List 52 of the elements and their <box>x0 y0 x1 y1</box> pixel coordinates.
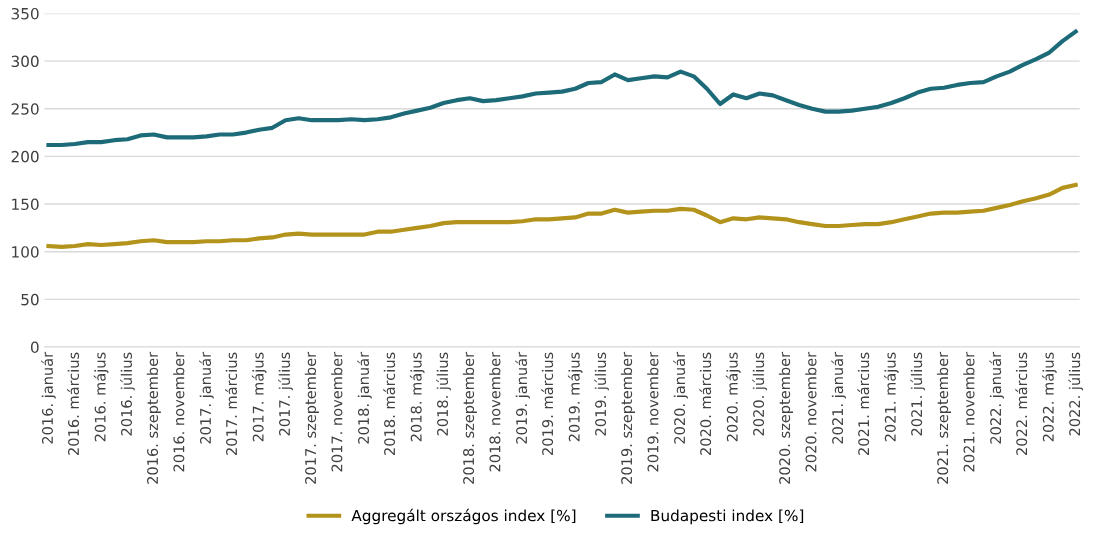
x-tick-label: 2020. szeptember <box>778 351 793 484</box>
x-tick-label: 2021. november <box>963 351 975 472</box>
y-tick-label: 200 <box>11 150 39 163</box>
legend-label: Aggregált országos index [%] <box>351 508 576 525</box>
y-tick-label: 250 <box>11 103 39 115</box>
line-series <box>46 182 1078 250</box>
x-tick-label: 2020. május <box>725 352 741 442</box>
x-tick-label: 2022. január <box>989 351 1004 444</box>
x-tick-label: 2021. január <box>831 351 846 444</box>
x-tick-label: 2019. május <box>567 352 583 442</box>
x-tick-label: 2021. szeptember <box>936 351 952 484</box>
x-tick-label: 2018. július <box>436 352 451 436</box>
y-tick-label: 50 <box>21 293 39 306</box>
x-tick-label: 2017. szeptember <box>304 351 319 484</box>
legend-label: Budapesti index [%] <box>651 509 804 525</box>
x-tick-label: 2018. március <box>383 352 396 455</box>
x-tick-label: 2020. március <box>699 352 712 455</box>
x-tick-label: 2020. január <box>673 351 688 444</box>
x-tick-label: 2017. január <box>199 351 214 444</box>
x-tick-label: 2016. március <box>67 352 80 455</box>
x-tick-label: 2018. május <box>409 352 425 442</box>
y-tick-label: 300 <box>11 55 39 68</box>
x-tick-label: 2018. január <box>357 351 372 444</box>
x-tick-label: 2020. november <box>805 351 817 472</box>
x-tick-label: 2017. november <box>331 351 343 472</box>
x-tick-label: 2019. szeptember <box>620 351 635 484</box>
x-tick-label: 2022. május <box>1041 352 1057 442</box>
x-tick-label: 2020. július <box>752 352 767 436</box>
x-tick-label: 2017. július <box>278 352 293 436</box>
x-tick-label: 2021. május <box>883 352 899 442</box>
x-tick-label: 2019. november <box>647 351 659 472</box>
x-tick-label: 2021. július <box>910 352 925 436</box>
x-tick-label: 2022. március <box>1015 352 1028 455</box>
x-tick-label: 2018. szeptember <box>462 351 477 484</box>
x-tick-label: 2019. március <box>541 352 554 455</box>
x-tick-label: 2016. július <box>120 352 135 436</box>
y-tick-label: 100 <box>12 246 39 258</box>
x-tick-label: 2016. január <box>41 351 56 444</box>
x-tick-label: 2019. január <box>515 351 530 444</box>
x-tick-label: 2017. május <box>251 352 267 442</box>
line-series <box>46 29 1078 148</box>
x-tick-label: 2016. szeptember <box>146 351 161 484</box>
x-tick-label: 2016. május <box>93 352 109 442</box>
y-tick-label: 150 <box>12 198 39 211</box>
y-tick-label: 350 <box>11 7 39 20</box>
x-tick-label: 2016. november <box>173 351 185 472</box>
x-tick-label: 2019. július <box>594 352 609 436</box>
x-tick-label: 2017. március <box>225 352 238 455</box>
x-tick-label: 2021. március <box>857 352 870 455</box>
y-tick-label: 0 <box>30 341 39 354</box>
x-tick-label: 2018. november <box>489 351 501 472</box>
x-tick-label: 2022. július <box>1068 352 1084 436</box>
